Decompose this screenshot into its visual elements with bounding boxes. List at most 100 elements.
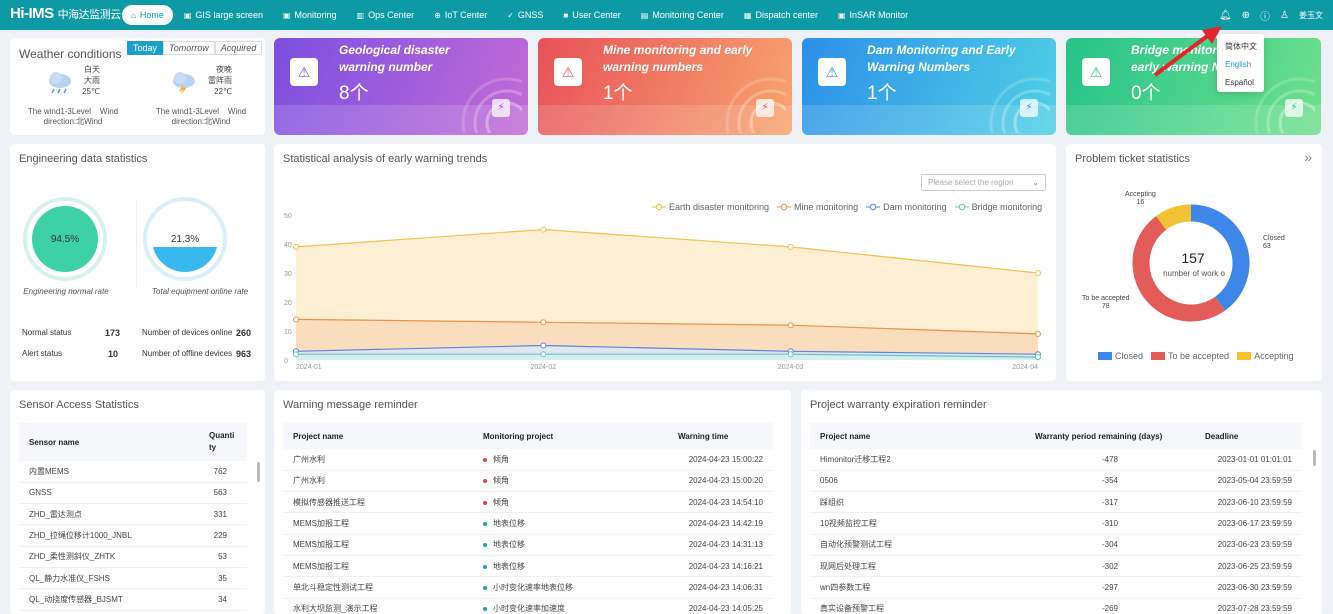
- table-row[interactable]: QL_静力水准仪_FSHS 35: [19, 567, 247, 590]
- status-dot: [483, 543, 487, 548]
- warning-card-1[interactable]: ⚠ Geological disaster warning number 8个 ⚡: [274, 38, 528, 135]
- table-row[interactable]: 踩组织 -317 2023-06-10 23:59:59: [810, 491, 1302, 514]
- username[interactable]: 姜玉文: [1299, 11, 1323, 20]
- lang-option-en[interactable]: English: [1225, 60, 1252, 69]
- night-wind: The wind1-3Level Wind direction:北Wind: [155, 107, 247, 126]
- data-point[interactable]: [293, 316, 299, 323]
- nav-item-monitoring-center[interactable]: ▤ Monitoring Center: [632, 5, 733, 25]
- data-point[interactable]: [1035, 354, 1041, 361]
- table-row[interactable]: MEMS加报工程 地表位移 2024-04-23 14:16:21: [283, 555, 773, 578]
- col-monitoring-project[interactable]: Monitoring project: [473, 423, 668, 449]
- help-icon[interactable]: ⓘ: [1260, 12, 1271, 23]
- data-point[interactable]: [293, 351, 299, 358]
- legend-marker: [777, 203, 792, 211]
- table-row[interactable]: 模拟传感器推送工程 倾角 2024-04-23 14:54:10: [283, 491, 773, 514]
- lang-option-zh[interactable]: 简体中文: [1225, 42, 1257, 51]
- signal-rings-icon: [461, 77, 522, 133]
- table-row[interactable]: 真实设备预警工程 -269 2023-07-28 23:59:59: [810, 598, 1302, 614]
- table-row[interactable]: ZHD_拉绳位移计1000_JNBL 229: [19, 524, 247, 547]
- data-point[interactable]: [1035, 330, 1041, 337]
- legend-item[interactable]: Closed: [1098, 351, 1143, 361]
- data-point[interactable]: [540, 351, 547, 358]
- table-row[interactable]: wn四参数工程 -297 2023-06-30 23:59:59: [810, 576, 1302, 599]
- table-row[interactable]: 单北斗稳定性测试工程 小时变化速率地表位移 2024-04-23 14:06:31: [283, 576, 773, 599]
- expand-icon[interactable]: »: [1304, 149, 1312, 165]
- table-row[interactable]: MEMS加报工程 地表位移 2024-04-23 14:31:13: [283, 534, 773, 556]
- table-row[interactable]: Himonitor迁移工程2 -478 2023-01-01 01:01:01: [810, 449, 1302, 471]
- table-row[interactable]: MEMS加报工程 地表位移 2024-04-23 14:42:19: [283, 512, 773, 535]
- bell-icon[interactable]: 🔔︎: [1218, 10, 1232, 21]
- col-quantity[interactable]: Quanti ty: [199, 423, 247, 461]
- monitoring-cell: 倾角: [473, 491, 668, 514]
- data-point[interactable]: [540, 319, 547, 326]
- nav-item-user-center[interactable]: ■ User Center: [554, 5, 629, 25]
- table-row[interactable]: ZHD_雷达测点 331: [19, 503, 247, 526]
- legend-marker: [954, 203, 969, 211]
- legend-item[interactable]: Earth disaster monitoring: [652, 202, 769, 212]
- table-row[interactable]: QL_动挠度传感器_BJSMT 34: [19, 588, 247, 611]
- data-point[interactable]: [787, 322, 794, 329]
- tickets-total: 157: [1181, 250, 1205, 266]
- table-row[interactable]: 0506 -354 2023-05-04 23:59:59: [810, 470, 1302, 493]
- monitoring-cell: 倾角: [473, 470, 668, 493]
- nav-item-gnss[interactable]: ✓ GNSS: [498, 5, 552, 25]
- project-cell: MEMS加报工程: [283, 534, 473, 556]
- table-row[interactable]: 现网后处理工程 -302 2023-06-25 23:59:59: [810, 555, 1302, 578]
- table-row[interactable]: GNSS 563: [19, 482, 247, 505]
- donut-slice[interactable]: [1132, 216, 1225, 322]
- legend-item[interactable]: To be accepted: [1151, 351, 1229, 361]
- nav-item-home[interactable]: ⌂ Home: [122, 5, 173, 25]
- nav-item-monitoring[interactable]: ▣ Monitoring: [274, 5, 346, 25]
- nav-item-dispatch-center[interactable]: ▦ Dispatch center: [735, 5, 827, 25]
- card-footer: [274, 105, 528, 135]
- tab-today[interactable]: Today: [127, 41, 164, 55]
- col-warranty-project[interactable]: Project name: [810, 423, 1025, 449]
- legend-item[interactable]: Bridge monitoring: [954, 202, 1042, 212]
- legend-swatch: [1098, 352, 1112, 360]
- table-row[interactable]: ZHD_柔性测斜仪_ZHTK 53: [19, 546, 247, 568]
- y-tick-label: 0: [284, 358, 288, 365]
- nav-icon: ▣: [837, 11, 846, 20]
- globe-icon[interactable]: ⊕: [1241, 10, 1251, 21]
- data-point[interactable]: [540, 226, 547, 233]
- sensor-scrollbar[interactable]: [257, 462, 260, 482]
- table-row[interactable]: 广州水利 倾角 2024-04-23 15:00:22: [283, 449, 773, 471]
- app-logo[interactable]: Hi-IMS 中海达监测云: [10, 5, 121, 22]
- nav-item-gis-large-screen[interactable]: ▣ GIS large screen: [175, 5, 272, 25]
- tab-tomorrow[interactable]: Tomorrow: [163, 41, 215, 55]
- lang-option-es[interactable]: Español: [1225, 78, 1254, 87]
- legend-item[interactable]: Dam monitoring: [866, 202, 947, 212]
- data-point[interactable]: [1035, 270, 1041, 276]
- data-point[interactable]: [293, 243, 299, 250]
- legend-item[interactable]: Accepting: [1237, 351, 1294, 361]
- table-row[interactable]: 广州水利 倾角 2024-04-23 15:00:20: [283, 470, 773, 493]
- donut-slice[interactable]: [1190, 204, 1250, 311]
- table-row[interactable]: 水利大坝监测_演示工程 小时变化速率加速度 2024-04-23 14:05:25: [283, 598, 773, 614]
- user-icon[interactable]: ♙: [1280, 10, 1289, 21]
- tab-acquired[interactable]: Acquired: [214, 41, 263, 55]
- col-remaining-days[interactable]: Warranty period remaining (days): [1025, 423, 1195, 449]
- status-dot: [483, 607, 487, 612]
- warning-card-4[interactable]: ⚠ Bridge monitoring and early warning Num…: [1066, 38, 1321, 135]
- table-row[interactable]: 10视频监控工程 -310 2023-06-17 23:59:59: [810, 512, 1302, 535]
- table-row[interactable]: 自动化预警测试工程 -304 2023-06-23 23:59:59: [810, 534, 1302, 556]
- nav-icon: ⊕: [434, 11, 441, 20]
- nav-item-ops-center[interactable]: ▥ Ops Center: [348, 5, 424, 25]
- warning-card-2[interactable]: ⚠ Mine monitoring and early warning numbe…: [538, 38, 792, 135]
- donut-slice[interactable]: [1156, 204, 1192, 230]
- data-point[interactable]: [787, 243, 794, 250]
- nav-item-iot-center[interactable]: ⊕ IoT Center: [425, 5, 496, 25]
- warranty-scrollbar[interactable]: [1313, 450, 1316, 466]
- data-point[interactable]: [787, 351, 794, 358]
- nav-item-insar-monitor[interactable]: ▣ InSAR Monitor: [829, 5, 917, 25]
- table-row[interactable]: 内置MEMS 762: [19, 461, 247, 483]
- col-warning-time[interactable]: Warning time: [668, 423, 773, 449]
- warning-card-3[interactable]: ⚠ Dam Monitoring and Early Warning Number…: [802, 38, 1056, 135]
- col-sensor-name[interactable]: Sensor name: [19, 423, 199, 461]
- col-project-name[interactable]: Project name: [283, 423, 473, 449]
- col-deadline[interactable]: Deadline: [1195, 423, 1302, 449]
- region-select[interactable]: Please select the region ⌄: [921, 174, 1046, 191]
- data-point[interactable]: [540, 342, 547, 349]
- legend-item[interactable]: Mine monitoring: [777, 202, 858, 212]
- sensor-title: Sensor Access Statistics: [19, 399, 139, 411]
